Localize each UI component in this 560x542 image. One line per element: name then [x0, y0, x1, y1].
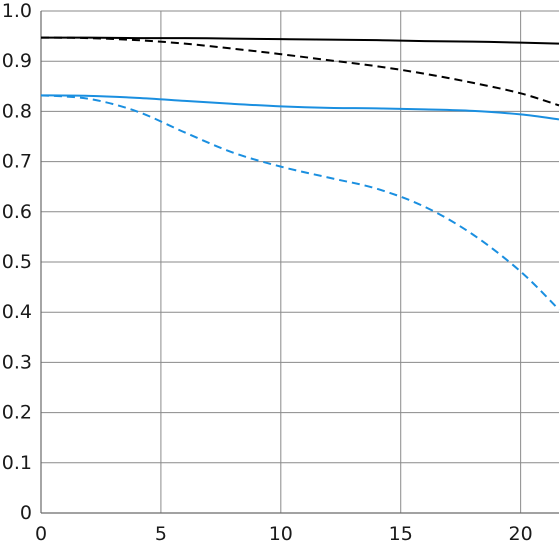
x-tick-label: 5 [155, 523, 167, 542]
y-tick-label: 0.9 [2, 50, 32, 72]
x-tick-label: 0 [35, 523, 47, 542]
y-tick-label: 0.5 [2, 251, 32, 273]
y-tick-label: 0.4 [2, 301, 32, 323]
x-tick-label: 20 [509, 523, 533, 542]
x-axis-tick-labels: 0 5 10 15 20 [35, 523, 533, 542]
x-tick-label: 15 [389, 523, 413, 542]
series-line-black-dashed [40, 36, 560, 107]
series-lines [40, 36, 560, 311]
y-tick-label: 0.8 [2, 100, 32, 122]
series-line-blue-dashed [40, 94, 560, 311]
series-line-black-solid [40, 36, 560, 45]
y-tick-label: 0.3 [2, 351, 32, 373]
y-tick-label: 0.2 [2, 402, 32, 424]
y-tick-label: 0 [20, 502, 32, 524]
y-axis-tick-labels: 0 0.1 0.2 0.3 0.4 0.5 0.6 0.7 0.8 0.9 1.0 [2, 0, 32, 524]
x-tick-label: 10 [269, 523, 293, 542]
series-line-blue-solid [40, 94, 560, 121]
y-tick-label: 0.7 [2, 151, 32, 173]
y-tick-label: 1.0 [2, 0, 32, 22]
grid [40, 10, 559, 514]
y-tick-label: 0.1 [2, 452, 32, 474]
y-tick-label: 0.6 [2, 201, 32, 223]
